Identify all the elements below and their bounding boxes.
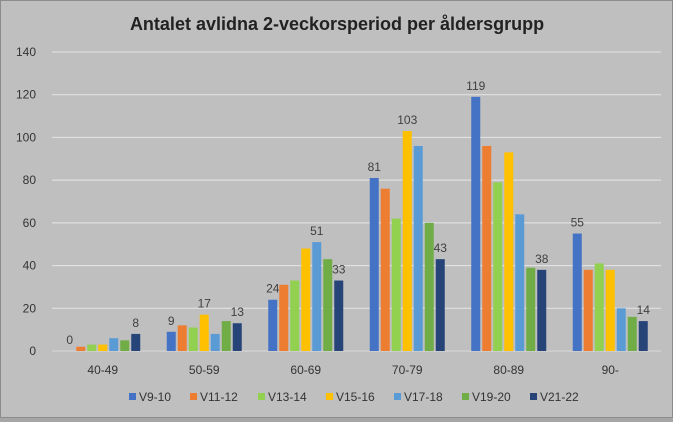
legend-label: V11-12	[200, 390, 238, 404]
bar-V11-12-90-	[583, 269, 593, 351]
bar-V21-22-60-69	[334, 280, 344, 351]
bar-V9-10-50-59	[166, 331, 176, 351]
bar-V17-18-40-49	[109, 338, 119, 351]
bar-V13-14-50-59	[188, 327, 198, 351]
bar-V11-12-80-89	[482, 145, 492, 351]
data-label: 14	[637, 303, 651, 317]
y-tick-label: 20	[23, 301, 37, 315]
bar-V11-12-70-79	[380, 188, 390, 351]
bar-V19-20-40-49	[120, 340, 130, 351]
legend-swatch	[326, 393, 333, 400]
bar-V17-18-70-79	[413, 145, 423, 351]
legend-label: V9-10	[139, 390, 171, 404]
x-tick-label: 90-	[602, 363, 619, 377]
bar-V13-14-40-49	[87, 344, 97, 351]
bar-V13-14-80-89	[493, 182, 503, 351]
bar-V21-22-80-89	[537, 269, 547, 351]
data-label: 43	[434, 241, 448, 255]
y-tick-label: 60	[23, 216, 37, 230]
bar-V11-12-60-69	[279, 284, 289, 351]
data-label: 51	[310, 224, 324, 238]
bar-V9-10-90-	[572, 233, 582, 351]
bar-V21-22-90-	[638, 321, 648, 351]
y-tick-label: 100	[16, 130, 36, 144]
bar-V19-20-90-	[627, 316, 637, 351]
legend-label: V13-14	[268, 390, 307, 404]
legend-swatch	[530, 393, 537, 400]
bar-V13-14-70-79	[391, 218, 401, 351]
bar-V17-18-50-59	[210, 333, 220, 351]
x-tick-label: 50-59	[189, 363, 220, 377]
bar-V21-22-50-59	[232, 323, 242, 351]
bar-V19-20-50-59	[221, 321, 231, 351]
legend-swatch	[190, 393, 197, 400]
bar-V15-16-50-59	[199, 314, 209, 351]
x-tick-label: 40-49	[87, 363, 118, 377]
bar-V11-12-40-49	[76, 346, 86, 351]
bar-V9-10-60-69	[268, 299, 278, 351]
bar-V9-10-80-89	[471, 96, 481, 351]
bar-V11-12-50-59	[177, 325, 187, 351]
data-label: 119	[466, 79, 485, 93]
legend-label: V21-22	[540, 390, 579, 404]
bar-V21-22-40-49	[131, 333, 141, 351]
data-label: 17	[198, 297, 212, 311]
y-tick-label: 40	[23, 259, 37, 273]
chart-title: Antalet avlidna 2-veckorsperiod per ålde…	[130, 14, 544, 34]
legend-swatch	[129, 393, 136, 400]
data-label: 38	[535, 252, 549, 266]
data-label: 0	[66, 333, 73, 347]
y-tick-label: 140	[16, 45, 36, 59]
data-label: 13	[231, 305, 245, 319]
data-label: 33	[332, 263, 346, 277]
legend-label: V15-16	[336, 390, 375, 404]
bar-V17-18-90-	[616, 308, 626, 351]
data-label: 9	[168, 314, 175, 328]
legend-swatch	[394, 393, 401, 400]
data-label: 81	[368, 160, 382, 174]
bar-V19-20-60-69	[323, 259, 333, 351]
y-tick-label: 80	[23, 173, 37, 187]
data-label: 55	[571, 216, 585, 230]
data-label: 8	[132, 316, 139, 330]
bar-V15-16-40-49	[98, 344, 108, 351]
legend-swatch	[258, 393, 265, 400]
data-label: 103	[397, 113, 417, 127]
bar-V9-10-70-79	[369, 178, 379, 351]
legend-label: V19-20	[472, 390, 511, 404]
bar-V15-16-70-79	[402, 131, 412, 351]
bar-V21-22-70-79	[435, 259, 445, 351]
bar-V17-18-60-69	[312, 242, 322, 351]
y-tick-label: 120	[16, 88, 36, 102]
legend-swatch	[462, 393, 469, 400]
bar-V15-16-60-69	[301, 248, 311, 351]
bar-V13-14-90-	[594, 263, 604, 351]
x-tick-label: 60-69	[290, 363, 321, 377]
bar-V13-14-60-69	[290, 280, 300, 351]
data-label: 24	[266, 282, 280, 296]
y-tick-label: 0	[29, 344, 36, 358]
x-tick-label: 70-79	[392, 363, 423, 377]
bar-V15-16-90-	[605, 269, 615, 351]
x-tick-label: 80-89	[493, 363, 524, 377]
legend-label: V17-18	[404, 390, 443, 404]
bar-V15-16-80-89	[504, 152, 514, 351]
bar-V19-20-80-89	[526, 267, 536, 351]
bar-V19-20-70-79	[424, 222, 434, 351]
bar-V17-18-80-89	[515, 214, 525, 351]
